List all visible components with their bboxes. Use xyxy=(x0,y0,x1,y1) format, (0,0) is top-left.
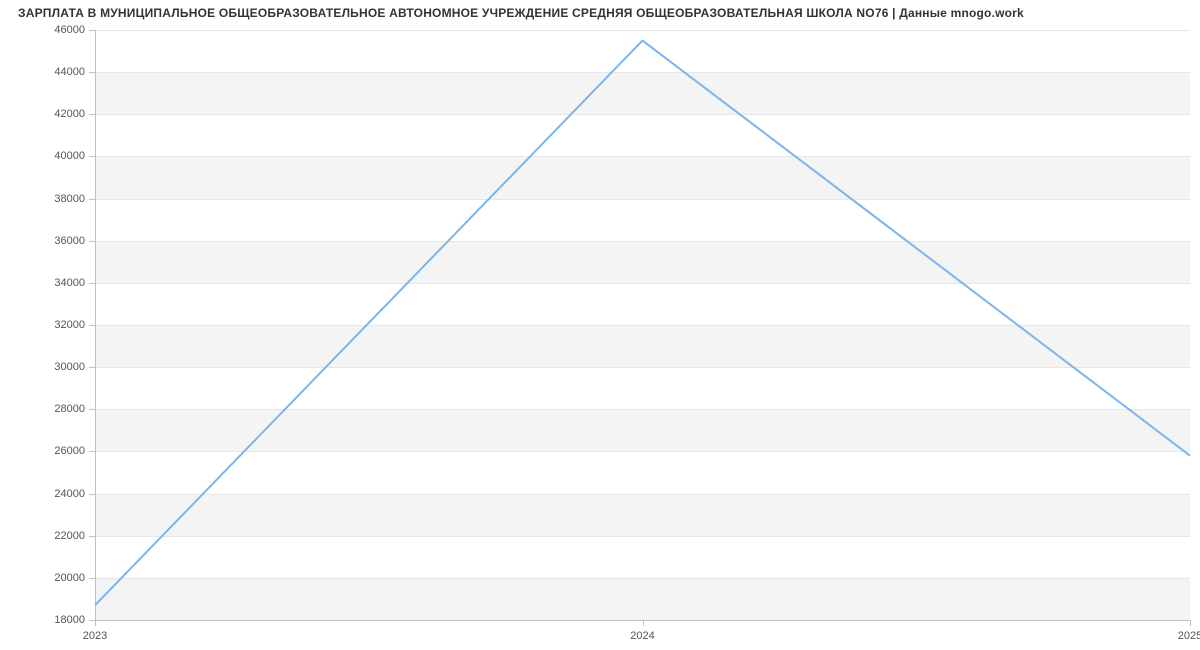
y-axis-label: 20000 xyxy=(0,572,85,584)
y-axis-label: 42000 xyxy=(0,108,85,120)
x-axis-label: 2023 xyxy=(83,630,107,642)
y-axis-label: 32000 xyxy=(0,319,85,331)
chart-container: { "title": "ЗАРПЛАТА В МУНИЦИПАЛЬНОЕ ОБЩ… xyxy=(0,0,1200,650)
y-axis-label: 22000 xyxy=(0,530,85,542)
y-axis-label: 30000 xyxy=(0,361,85,373)
y-axis-label: 26000 xyxy=(0,445,85,457)
y-axis-label: 38000 xyxy=(0,193,85,205)
y-axis-label: 28000 xyxy=(0,403,85,415)
chart-title: ЗАРПЛАТА В МУНИЦИПАЛЬНОЕ ОБЩЕОБРАЗОВАТЕЛ… xyxy=(18,6,1024,20)
chart-area: 1800020000220002400026000280003000032000… xyxy=(95,30,1190,620)
line-series-layer xyxy=(95,30,1190,620)
y-axis-label: 34000 xyxy=(0,277,85,289)
x-axis-label: 2025 xyxy=(1178,630,1200,642)
series-line-salary xyxy=(95,41,1190,606)
y-axis-label: 46000 xyxy=(0,24,85,36)
y-axis-label: 44000 xyxy=(0,66,85,78)
y-axis-label: 18000 xyxy=(0,614,85,626)
x-axis-label: 2024 xyxy=(630,630,654,642)
y-axis-label: 36000 xyxy=(0,235,85,247)
x-tick xyxy=(1190,620,1191,626)
x-axis-line xyxy=(95,620,1190,621)
y-axis-label: 40000 xyxy=(0,150,85,162)
y-axis-label: 24000 xyxy=(0,488,85,500)
